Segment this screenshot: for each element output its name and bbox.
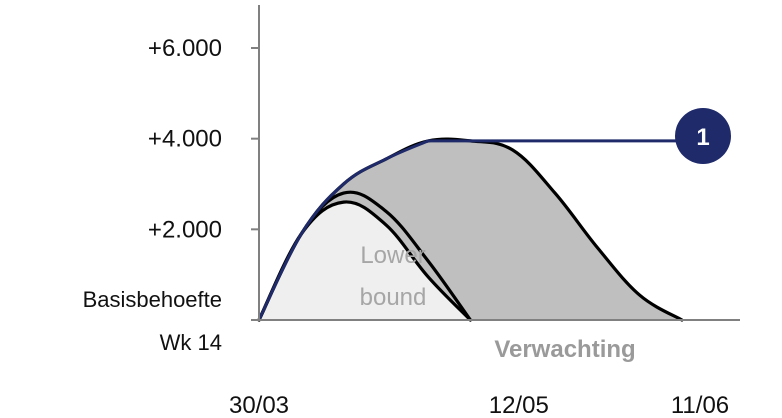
baseline-label-line2: Wk 14 (160, 330, 222, 355)
chart-labels: +2.000 +4.000 +6.000 30/03 12/05 11/06 (148, 35, 729, 418)
band-label-lower-line2: bound (360, 284, 427, 311)
band-label-lower-line1: Lower (360, 242, 425, 269)
series-line-upper (257, 139, 690, 321)
annotation-marker-text: 1 (696, 124, 709, 151)
y-tick-label: +4.000 (148, 126, 222, 153)
chart-bands (259, 139, 682, 320)
y-tick-label: +2.000 (148, 216, 222, 243)
baseline-label-line1: Basisbehoefte (83, 287, 222, 312)
x-tick-label: 11/06 (671, 392, 729, 418)
chart-lines (257, 137, 690, 322)
band-label-verwachting: Verwachting (494, 336, 635, 363)
band-lower-bound (259, 201, 471, 320)
x-tick-label: 30/03 (229, 392, 289, 418)
x-tick-label: 12/05 (489, 392, 549, 418)
chart-axes (251, 5, 740, 321)
y-tick-label: +6.000 (148, 35, 222, 62)
annotation-marker (675, 108, 731, 164)
